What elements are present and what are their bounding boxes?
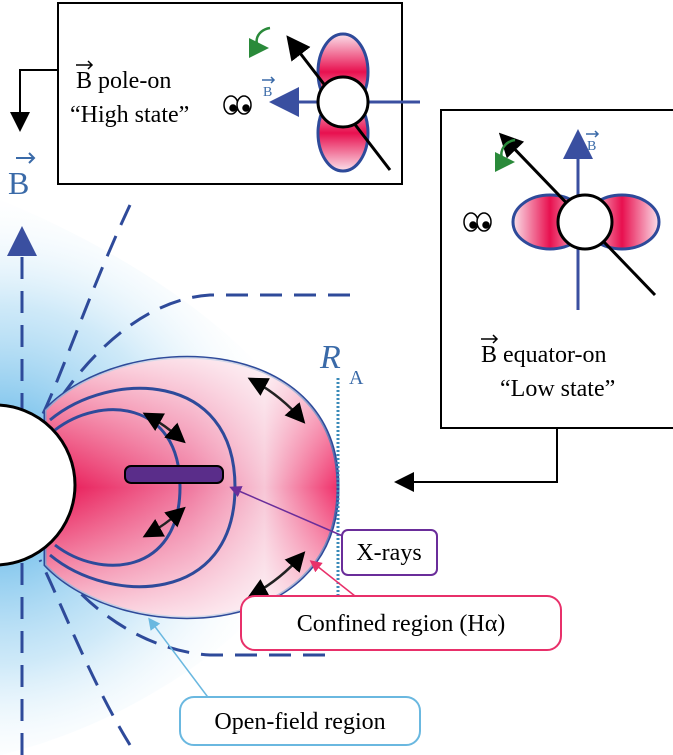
ra-subscript: A xyxy=(349,367,364,389)
b-label: B xyxy=(8,165,29,201)
xray-label: X-rays xyxy=(356,540,421,566)
eyes xyxy=(223,95,252,115)
inset-state: “High state” xyxy=(70,102,189,128)
xray-box xyxy=(341,529,438,576)
spin xyxy=(494,138,516,172)
spin xyxy=(248,26,271,58)
ra-label: R xyxy=(319,339,341,376)
open-box xyxy=(179,696,421,746)
xray-pointer xyxy=(229,486,353,541)
inset-label: B pole-on xyxy=(76,68,171,94)
inset-label: B equator-on xyxy=(481,342,606,368)
arrows xyxy=(142,377,306,598)
xray-bar xyxy=(124,465,224,484)
star xyxy=(0,403,77,567)
open-pointer xyxy=(148,617,211,701)
eyes xyxy=(463,212,492,232)
vector-arrow xyxy=(16,152,36,164)
confined-pointer xyxy=(309,560,361,601)
inset-b: B xyxy=(263,85,272,100)
inset-state: “Low state” xyxy=(500,376,615,402)
inset-connector xyxy=(394,428,558,492)
inset-low xyxy=(440,109,673,429)
confined-box xyxy=(240,595,562,651)
open-label: Open-field region xyxy=(214,709,385,735)
confined-label: Confined region (Hα) xyxy=(297,611,506,637)
inset-connector xyxy=(10,69,58,132)
inset-b: B xyxy=(587,139,596,154)
